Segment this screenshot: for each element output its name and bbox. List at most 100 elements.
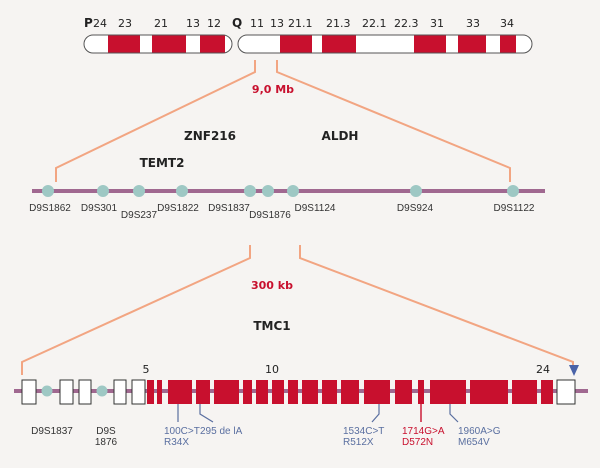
exon-coding [243,380,252,404]
q-band-label: 33 [466,17,480,30]
marker-label: D9S1822 [157,203,199,214]
marker-dot [176,185,188,197]
gene-label-temt2: TEMT2 [140,156,185,170]
exon-noncoding [556,379,576,405]
marker-dot [287,185,299,197]
mutation-label: 295 de lA [200,426,243,437]
exon-noncoding [78,379,92,405]
tmc1-gene-structure: 5 10 24 [14,363,588,405]
exon-coding [541,380,553,404]
marker-label: D9S237 [121,210,158,221]
marker-label: D9S924 [397,203,434,214]
zoom-connector-left [21,245,251,375]
q-band-label: 31 [430,17,444,30]
zoom-connector-left [55,60,256,182]
chromosome-band [414,35,446,53]
exon-coding [430,380,466,404]
q-band-label: 22.3 [394,17,419,30]
mutation-tick [199,404,214,423]
chromosome-band [108,35,140,53]
q-arm-label: Q [232,16,242,30]
mutation-label-highlight: D572N [402,437,433,448]
p-band-label: 23 [118,17,132,30]
mutation-label: M654V [458,437,490,448]
exon-coding [364,380,390,404]
chromosome-band [152,35,186,53]
gene-label-aldh: ALDH [322,129,359,143]
marker-dot [507,185,519,197]
gene-marker-label: D9S1837 [31,426,73,437]
exon-coding [157,380,162,404]
exon-coding [341,380,359,404]
q-band-label: 13 [270,17,284,30]
q-band-label: 21.1 [288,17,313,30]
mutation-label: R34X [164,437,189,448]
gene-marker-label-line: 1876 [95,437,118,448]
exon-noncoding [21,379,37,405]
exon-coding [302,380,318,404]
p-band-label: 21 [154,17,168,30]
chromosome-band [458,35,486,53]
exon-coding [418,380,424,404]
gene-label-znf216: ZNF216 [184,129,236,143]
exon-coding [322,380,337,404]
marker-label: D9S301 [81,203,118,214]
exon-number: 24 [536,363,550,376]
marker-dot [244,185,256,197]
marker-dot [97,185,109,197]
exon-coding [512,380,537,404]
marker-dot [410,185,422,197]
zoom-connector-right [299,245,574,372]
exon-noncoding [131,379,146,405]
chromosome-band [280,35,312,53]
region-size-mb: 9,0 Mb [252,83,294,96]
exon-coding [470,380,508,404]
marker-label: D9S1862 [29,203,71,214]
zoom-connectors [21,60,574,375]
mutation-tick [371,404,380,423]
p-arm-label: P [84,16,93,30]
mutations: 100C>T R34X 295 de lA 1534C>T R512X 1714… [164,404,501,448]
marker-label: D9S1876 [249,210,291,221]
mutation-label: 1960A>G [458,426,501,437]
region-size-kb: 300 kb [251,279,293,292]
exon-coding [168,380,192,404]
exon-noncoding [113,379,127,405]
chromosome-band [200,35,225,53]
exon-noncoding [59,379,74,405]
marker-label: D9S1837 [208,203,250,214]
gene-marker-label-d9s1876: D9S 1876 [95,426,118,448]
exon-coding [147,380,154,404]
marker-label: D9S1122 [494,203,535,214]
p-band-label: 13 [186,17,200,30]
zoom-connector-right [276,60,511,182]
exon-coding [214,380,239,404]
exon-coding [395,380,412,404]
chromosome-band [322,35,356,53]
gene-end-triangle-icon [569,365,579,376]
exon-coding [256,380,268,404]
marker-dot [96,385,108,397]
q-band-label: 11 [250,17,264,30]
exon-coding [272,380,284,404]
gene-marker-label-line: D9S [96,426,116,437]
q-band-label: 22.1 [362,17,387,30]
mutation-label: 1534C>T [343,426,384,437]
chromosome-band [500,35,516,53]
marker-dot [41,385,53,397]
exon-number: 5 [143,363,150,376]
q-band-label: 21.3 [326,17,351,30]
p-band-label: 24 [93,17,107,30]
exon-coding [288,380,298,404]
marker-map: D9S1862 D9S301 D9S237 D9S1822 D9S1837 D9… [29,185,545,221]
mutation-label: R512X [343,437,374,448]
gene-label-tmc1: TMC1 [253,319,290,333]
exon-number: 10 [265,363,279,376]
mutation-label-highlight: 1714G>A [402,426,445,437]
marker-dot [42,185,54,197]
chromosome-ideogram: P 24 23 21 13 12 Q 11 13 21.1 21.3 22.1 … [83,16,533,54]
q-band-label: 34 [500,17,514,30]
marker-dot [133,185,145,197]
marker-dot [262,185,274,197]
